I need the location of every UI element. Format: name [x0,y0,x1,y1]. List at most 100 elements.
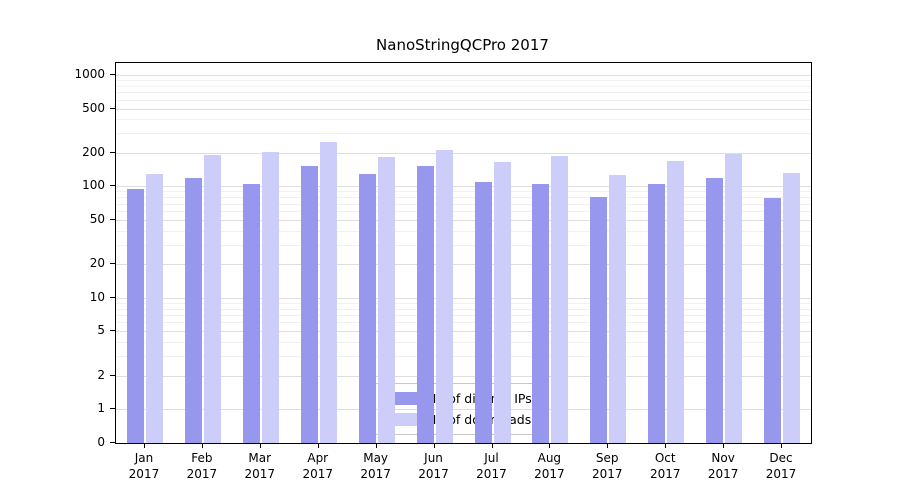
x-tick-label-year: 2017 [476,467,507,481]
x-tick-label-year: 2017 [128,467,160,481]
bar-downloads [493,161,511,443]
x-tick-mark [549,443,551,448]
y-tick-mark [110,185,115,187]
minor-gridline [116,85,811,87]
minor-gridline [116,203,811,205]
y-tick-mark [110,151,115,153]
minor-gridline [116,308,811,310]
x-tick-label-year: 2017 [707,467,739,481]
x-tick-label: Aug 2017 [520,450,578,482]
x-tick-label-month: Apr [307,451,329,465]
y-tick-label: 0 [97,435,105,449]
bar-distinct-ips [706,177,724,443]
x-tick-label-year: 2017 [186,467,218,481]
bar-downloads [261,151,279,443]
minor-gridline [116,342,811,343]
x-tick-label-month: Aug [537,451,562,465]
minor-gridline [116,119,811,121]
y-tick-mark [110,408,115,409]
x-tick-label-month: Mar [248,451,272,465]
x-tick-mark [781,443,782,448]
bar-distinct-ips [358,173,376,443]
x-tick-label: Feb 2017 [173,450,231,482]
minor-gridline [116,322,811,324]
x-tick-label-year: 2017 [360,467,391,481]
x-tick-label-year: 2017 [649,467,681,481]
major-gridline [116,152,811,154]
y-tick-label: 200 [82,144,105,159]
x-tick-mark [607,443,609,448]
bar-downloads [783,173,800,443]
x-tick-label: Nov 2017 [694,450,752,482]
minor-gridline [116,314,811,316]
x-tick-mark [201,443,203,448]
major-gridline [116,297,811,299]
x-tick-label-month: Oct [654,451,676,465]
y-tick-label: 50 [89,211,105,226]
major-gridline [116,331,811,333]
x-tick-label-month: Jul [484,451,499,465]
bar-distinct-ips [764,197,781,443]
x-tick-label: Jan 2017 [115,450,173,482]
x-tick-label: Oct 2017 [636,450,694,482]
bar-distinct-ips [648,183,666,443]
bar-downloads [667,160,685,443]
bar-downloads [609,175,627,443]
bar-downloads [435,150,453,443]
major-gridline [116,409,811,410]
bar-downloads [725,153,743,443]
minor-gridline [116,355,811,357]
x-tick-label-month: May [363,451,389,465]
minor-gridline [116,133,811,135]
major-gridline [116,108,811,110]
y-tick-label: 20 [89,256,105,271]
x-tick-mark [665,443,667,448]
y-tick-mark [110,107,115,109]
x-tick-mark [317,443,319,448]
y-tick-mark [110,330,115,332]
y-tick-label: 2 [97,367,105,382]
major-gridline [116,375,811,377]
x-tick-label: Mar 2017 [231,450,289,482]
minor-gridline [116,211,811,212]
minor-gridline [116,197,811,199]
x-tick-label-year: 2017 [418,467,449,481]
bar-distinct-ips [416,166,434,443]
chart-title: NanoStringQCPro 2017 [376,36,549,54]
bar-distinct-ips [300,166,318,443]
y-tick-label: 1 [97,401,105,415]
minor-gridline [116,92,811,94]
bar-distinct-ips [532,184,550,443]
x-tick-mark [144,443,145,448]
x-tick-label: Sep 2017 [578,450,636,482]
x-tick-label-year: 2017 [244,467,276,481]
major-gridline [116,186,811,188]
y-tick-label: 10 [89,289,105,304]
x-tick-mark [491,443,493,448]
minor-gridline [116,99,811,101]
y-tick-mark [110,442,115,443]
major-gridline [116,264,811,266]
x-tick-mark [433,443,435,448]
bar-downloads [146,173,163,443]
major-gridline [116,219,811,221]
x-tick-label-month: Sep [595,451,619,465]
x-tick-mark [259,443,261,448]
x-tick-label: Apr 2017 [289,450,347,482]
y-tick-mark [110,296,115,298]
bar-distinct-ips [590,196,608,443]
y-tick-mark [110,218,115,220]
x-tick-mark [723,443,725,448]
x-tick-mark [375,443,377,448]
x-tick-label-month: Dec [769,451,793,465]
minor-gridline [116,244,811,246]
major-gridline [116,75,811,76]
y-tick-label: 500 [82,100,105,115]
bar-distinct-ips [242,183,260,443]
x-tick-label-year: 2017 [302,467,334,481]
x-tick-label: Jun 2017 [405,450,463,482]
y-tick-label: 100 [82,178,105,193]
bar-distinct-ips [474,181,492,443]
x-tick-label-month: Feb [191,451,213,465]
